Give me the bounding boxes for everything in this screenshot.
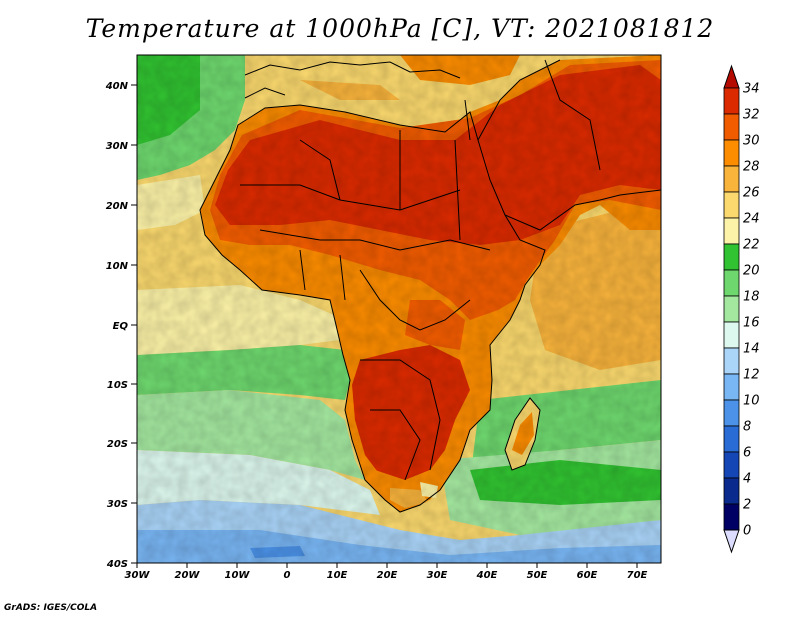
lat-label: 20N — [106, 201, 129, 212]
colorbar-swatch — [723, 113, 740, 141]
lon-label: 70E — [627, 570, 648, 581]
lon-label: 30E — [427, 570, 448, 581]
colorbar-label: 12 — [743, 368, 760, 383]
colorbar-label: 32 — [743, 108, 760, 123]
colorbar-swatch — [723, 243, 740, 271]
latitude-labels: 40N 30N 20N 10N EQ 10S 20S 30S 40S — [105, 81, 129, 570]
axis-ticks — [131, 84, 638, 568]
colorbar-label: 4 — [743, 472, 751, 487]
colorbar-label: 14 — [743, 342, 760, 357]
lon-label: 10W — [225, 570, 251, 581]
map-frame — [136, 54, 662, 564]
plot-title: Temperature at 1000hPa [C], VT: 20210818… — [85, 14, 715, 43]
colorbar-top-arrow — [723, 64, 740, 89]
colorbar-label: 2 — [743, 498, 751, 513]
lon-label: 50E — [527, 570, 548, 581]
colorbar-swatch — [723, 191, 740, 219]
lon-label: 20E — [377, 570, 398, 581]
colorbar-swatch — [723, 451, 740, 479]
colorbar-swatch — [723, 87, 740, 115]
colorbar-swatch — [723, 503, 740, 531]
lat-label: 30S — [107, 499, 128, 510]
colorbar-swatch — [723, 139, 740, 167]
lon-label: 20W — [175, 570, 201, 581]
lon-label: 10E — [327, 570, 348, 581]
credit-label: GrADS: IGES/COLA — [4, 603, 98, 613]
longitude-labels: 30W 20W 10W 0 10E 20E 30E 40E 50E 60E 70… — [125, 570, 648, 581]
colorbar-label: 6 — [743, 446, 751, 461]
lat-label: 20S — [107, 439, 128, 450]
colorbar-label: 34 — [743, 82, 760, 97]
colorbar-label: 26 — [743, 186, 760, 201]
lat-label: 10S — [107, 380, 128, 391]
colorbar-label: 24 — [743, 212, 760, 227]
lat-label: 40N — [105, 81, 129, 92]
colorbar-swatch — [723, 347, 740, 375]
colorbar-swatch — [723, 321, 740, 349]
lon-label: 30W — [125, 570, 151, 581]
colorbar-label: 8 — [743, 420, 751, 435]
colorbar-swatch — [723, 165, 740, 193]
colorbar-label: 28 — [743, 160, 760, 175]
colorbar-bottom-arrow — [723, 529, 740, 554]
lon-label: 0 — [284, 570, 291, 581]
colorbar-swatch — [723, 477, 740, 505]
colorbar-label: 22 — [743, 238, 760, 253]
colorbar-label: 30 — [743, 134, 760, 149]
temperature-field — [137, 55, 661, 563]
coastline-outline — [199, 59, 661, 513]
colorbar-swatch — [723, 269, 740, 297]
colorbar-swatch — [723, 373, 740, 401]
colorbar-label: 20 — [743, 264, 760, 279]
lat-label: EQ — [113, 321, 129, 332]
colorbar-swatch — [723, 425, 740, 453]
colorbar-label: 18 — [743, 290, 760, 305]
colorbar-swatch — [723, 399, 740, 427]
colorbar-label: 0 — [743, 524, 751, 539]
lon-label: 60E — [577, 570, 598, 581]
colorbar-label: 16 — [743, 316, 760, 331]
colorbar-swatch — [723, 295, 740, 323]
lat-label: 40S — [106, 559, 128, 570]
colorbar-swatch — [723, 217, 740, 245]
lon-label: 40E — [476, 570, 498, 581]
colorbar-label: 10 — [743, 394, 760, 409]
lat-label: 30N — [106, 141, 129, 152]
lat-label: 10N — [106, 261, 129, 272]
